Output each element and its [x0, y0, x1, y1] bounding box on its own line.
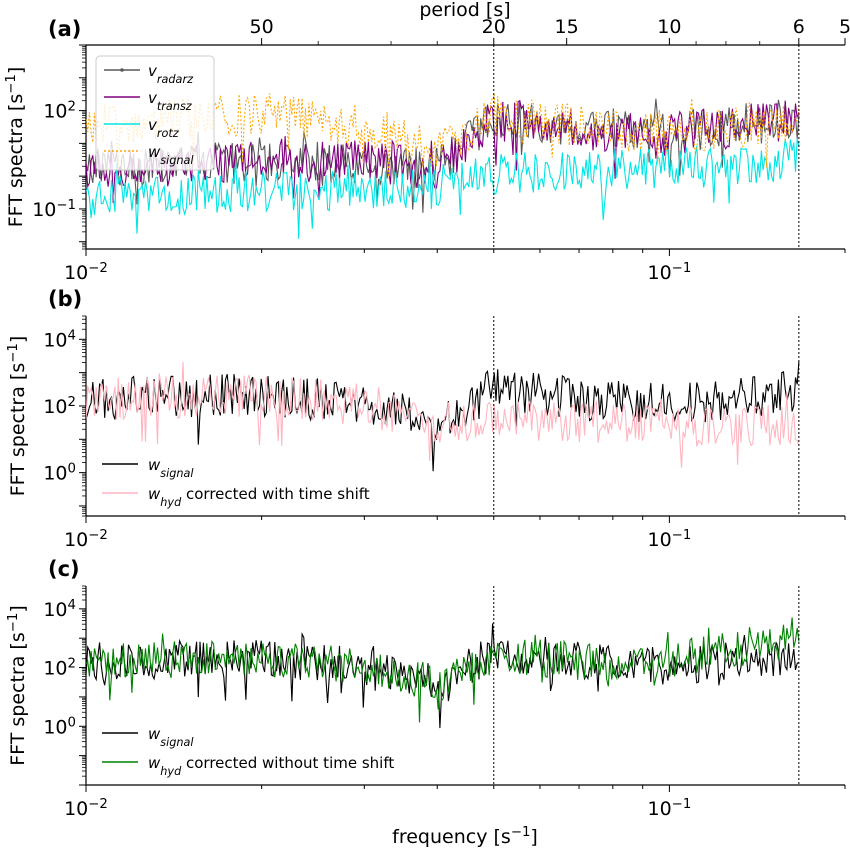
legend-label: vtransz — [148, 89, 193, 113]
series-line-w_hyd — [86, 617, 800, 723]
top-tick-label: 20 — [482, 16, 506, 38]
y-tick-label: 104 — [43, 328, 76, 352]
x-tick-label: 10−2 — [64, 261, 108, 285]
legend-marker — [120, 68, 124, 72]
y-tick-label: 104 — [43, 597, 76, 621]
y-tick-label: 102 — [43, 99, 76, 123]
legend-label: wsignal — [148, 456, 194, 480]
top-period-axis: 50 20 15 10 6 5 — [250, 16, 850, 45]
panel-letter: (c) — [48, 557, 80, 581]
legend-box — [95, 55, 215, 171]
top-tick-label: 15 — [555, 16, 579, 38]
panel-letter: (b) — [48, 287, 82, 311]
x-tick-label: 10−1 — [647, 261, 691, 285]
y-axis-label: FFT spectra [s−1] — [4, 67, 28, 228]
y-tick-label: 100 — [43, 461, 76, 485]
y-tick-label: 10−1 — [32, 197, 76, 221]
legend-label: wsignal — [148, 725, 194, 749]
top-tick-label: 5 — [839, 16, 850, 38]
y-axis-label: FFT spectra [s−1] — [6, 336, 30, 497]
legend-label: vradarz — [148, 62, 194, 86]
top-axis-label: period [s] — [419, 0, 510, 21]
series-line-w_hyd — [86, 361, 800, 468]
x-tick-label: 10−1 — [647, 528, 691, 552]
x-tick-label: 10−1 — [647, 797, 691, 821]
series-line-w_signal — [86, 361, 800, 472]
y-tick-label: 102 — [43, 656, 76, 680]
top-tick-label: 50 — [250, 16, 274, 38]
x-tick-label: 10−2 — [64, 528, 108, 552]
series-line-v_rotz — [86, 138, 800, 239]
panel-c: 10−2 10−1 100 102 104 FFT spectra [s−1] (c) wsi… — [6, 557, 846, 820]
legend: vradarz vtransz vrotz wsignal — [95, 55, 215, 171]
series-line-v_transz — [86, 100, 800, 204]
y-tick-label: 102 — [43, 394, 76, 418]
legend-label: wsignal — [148, 143, 194, 167]
legend: wsignal whyd corrected without time shift — [102, 725, 394, 778]
x-axis-label: frequency [s−1] — [392, 825, 538, 849]
y-axis-label: FFT spectra [s−1] — [6, 605, 30, 766]
top-tick-label: 10 — [657, 16, 681, 38]
y-tick-label: 100 — [43, 715, 76, 739]
panel-letter: (a) — [48, 17, 81, 41]
legend-label: whyd corrected with time shift — [148, 485, 370, 509]
legend: wsignal whyd corrected with time shift — [102, 456, 370, 509]
legend-label: vrotz — [148, 116, 180, 140]
x-tick-label: 10−2 — [64, 797, 108, 821]
panel-a: 10−2 10−1 10−1 102 FFT spectra [s−1] (a) vrada… — [4, 16, 850, 284]
panel-b: 10−2 10−1 100 102 104 FFT spectra [s−1] (b) wsi… — [6, 287, 846, 551]
top-tick-label: 6 — [793, 16, 805, 38]
legend-label: whyd corrected without time shift — [148, 754, 394, 778]
